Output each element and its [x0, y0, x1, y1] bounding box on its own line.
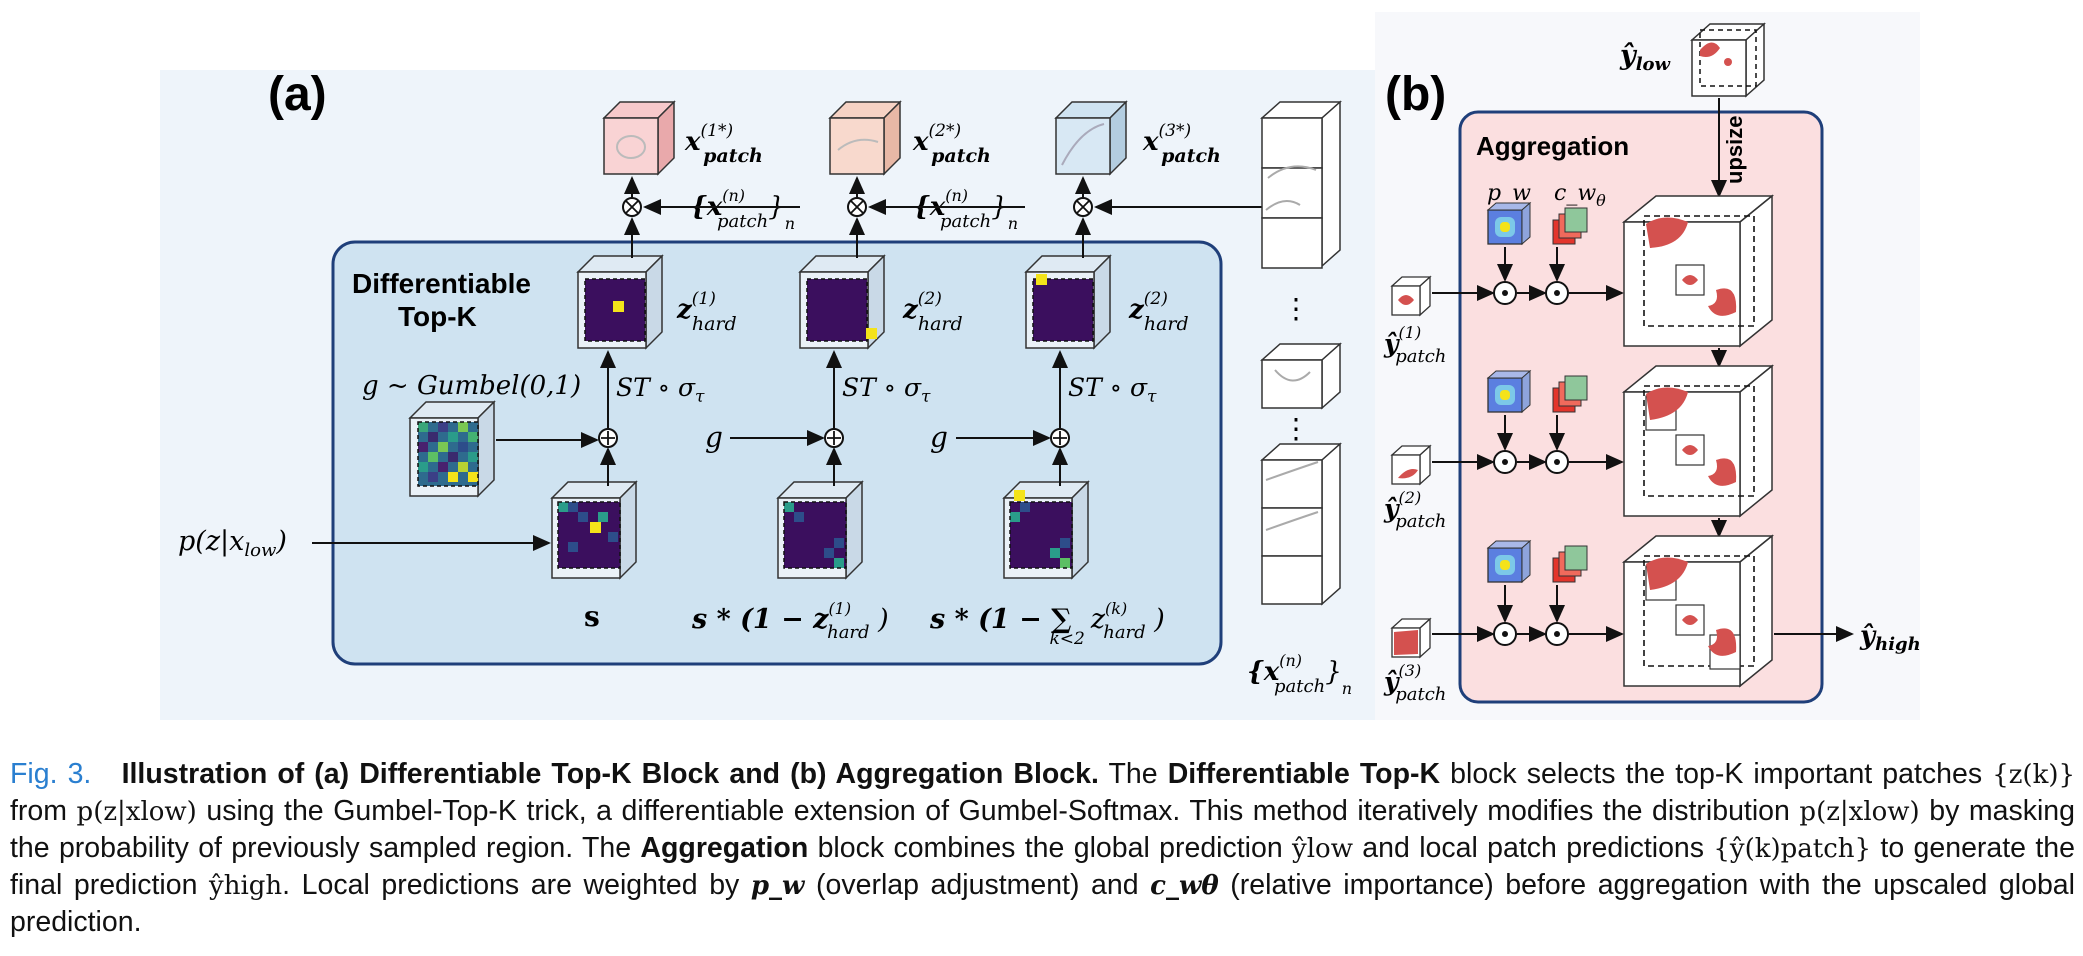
pw-weight-cube-3 — [1486, 539, 1532, 584]
y-patch-label-2: ŷ(2) patch — [1383, 488, 1446, 532]
s-cube-3 — [1002, 480, 1090, 580]
s-cube-2 — [776, 480, 864, 580]
pw-label: p_w — [1487, 181, 1531, 206]
caption-text-5: by masking the probability of previously… — [10, 795, 2076, 864]
caption-math-4: ŷlow — [1292, 834, 1353, 864]
stack-dots-1: ⋮ — [1282, 292, 1310, 325]
multiply-icon-2 — [850, 200, 864, 214]
caption-bold-1: Differentiable Top-K — [1167, 758, 1441, 790]
topk-title-line1: Differentiable — [352, 268, 531, 299]
s-expr-2: s * (1 − ∑ k<2z(k) hard ) — [929, 599, 1165, 649]
caption-fig-label: Fig. 3. — [10, 758, 92, 790]
x-patch-cube-2 — [828, 100, 902, 176]
z-hard-cube-1 — [576, 254, 664, 350]
caption-bold-2: Aggregation — [640, 832, 809, 864]
g-label-3: g — [930, 421, 948, 454]
caption-text-1: The — [1098, 758, 1168, 790]
plus-icon-1 — [601, 431, 615, 445]
cw-weight-cube-3 — [1552, 545, 1588, 583]
g-label-2: g — [705, 421, 723, 454]
y-high-label: ŷhigh — [1859, 621, 1921, 655]
caption-text-6: block combines the global prediction — [808, 832, 1293, 864]
upsize-label: upsize — [1722, 116, 1747, 184]
y-patch-label-1: ŷ(1) patch — [1383, 323, 1446, 367]
pw-weight-cube-1 — [1486, 201, 1532, 246]
z-hard-label-1: z(1) hard — [676, 289, 737, 335]
caption-math-2: p(z|xlow) — [76, 797, 197, 827]
caption-math-7: p_w — [750, 871, 805, 901]
x-patch-label-2: x(2*) patch — [912, 121, 991, 167]
pw-weight-cube-2 — [1486, 369, 1532, 414]
z-hard-label-2: z(2) hard — [902, 289, 963, 335]
x-patch-label-3: x(3*) patch — [1142, 121, 1221, 167]
cw-weight-cube-1 — [1552, 207, 1588, 245]
caption-text-11: (relative importance) before aggregation… — [10, 869, 2075, 938]
aggregation-volume-1 — [1621, 194, 1775, 348]
y-patch-label-3: ŷ(3) patch — [1383, 661, 1446, 705]
caption-math-3: p(z|xlow) — [1799, 797, 1920, 827]
st-sigma-label-3: ST ∘ στ — [1068, 373, 1157, 407]
z-hard-cube-3 — [1024, 254, 1112, 350]
multiply-icon-3 — [1076, 200, 1090, 214]
caption-text-3: from — [10, 795, 77, 827]
st-sigma-label-1: ST ∘ στ — [616, 373, 705, 407]
panel-a-label: (a) — [268, 68, 327, 121]
s-expr-1: s * (1 − z(1) hard ) — [691, 599, 889, 643]
multiply-icon-1 — [625, 200, 639, 214]
caption-title: Illustration of (a) Differentiable Top-K… — [121, 758, 1099, 790]
cw-label: c_wθ — [1554, 181, 1606, 210]
gumbel-noise-cube — [408, 400, 496, 498]
caption-math-6: ŷhigh — [209, 871, 283, 901]
caption-math-1: {z(k)} — [1992, 760, 2076, 790]
caption-math-8: c_wθ — [1150, 871, 1219, 901]
z-hard-label-3: z(2) hard — [1128, 289, 1189, 335]
y-patch-cube-1 — [1390, 275, 1432, 317]
plus-icon-3 — [1053, 431, 1067, 445]
caption-math-5: {ŷ(k)patch} — [1713, 834, 1872, 864]
odot-cw-3-center — [1554, 631, 1560, 637]
xn-label-1: {x(n) patch}n — [690, 186, 795, 233]
xn-stack-label: {x(n) patch}n — [1247, 651, 1352, 698]
z-hard-cube-2 — [798, 254, 886, 350]
caption-text-8: to generate the final prediction — [10, 832, 2075, 901]
caption-text-4: using the Gumbel-Top-K trick, a differen… — [196, 795, 1800, 827]
patch-stack: ⋮ ⋮ — [1260, 100, 1342, 606]
x-patch-label-1: x(1*) patch — [684, 121, 763, 167]
odot-pw-1-center — [1502, 290, 1508, 296]
odot-pw-2-center — [1502, 459, 1508, 465]
caption-text-9: . Local predictions are weighted by — [282, 869, 751, 901]
y-low-label: ŷlow — [1619, 40, 1672, 75]
s-label: s — [584, 600, 600, 633]
figure-caption: Fig. 3. Illustration of (a) Differentiab… — [10, 756, 2075, 940]
stack-dots-2: ⋮ — [1282, 412, 1310, 445]
plus-icon-2 — [827, 431, 841, 445]
aggregation-volume-2 — [1621, 364, 1775, 518]
caption-text-10: (overlap adjustment) and — [804, 869, 1151, 901]
cw-weight-cube-2 — [1552, 375, 1588, 413]
caption-text-7: and local patch predictions — [1352, 832, 1714, 864]
aggregation-volume-3 — [1621, 534, 1775, 688]
figure-svg: (a) (b) Differentiable Top-K x(1*) patch … — [160, 22, 1921, 720]
aggregation-title: Aggregation — [1476, 131, 1629, 161]
odot-cw-2-center — [1554, 459, 1560, 465]
odot-pw-3-center — [1502, 631, 1508, 637]
figure: (a) (b) Differentiable Top-K x(1*) patch … — [160, 22, 1921, 720]
y-patch-cube-3 — [1390, 617, 1432, 659]
caption-text-2: block selects the top-K important patche… — [1440, 758, 1993, 790]
y-low-cube — [1690, 22, 1766, 98]
st-sigma-label-2: ST ∘ στ — [842, 373, 931, 407]
gumbel-label: g ~ Gumbel(0,1) — [362, 371, 581, 401]
input-label: p(z|xlow) — [178, 526, 287, 561]
panel-b-label: (b) — [1385, 68, 1446, 121]
x-patch-cube-1 — [602, 100, 676, 176]
topk-title-line2: Top-K — [398, 301, 477, 332]
y-patch-cube-2 — [1390, 444, 1432, 486]
odot-cw-1-center — [1554, 290, 1560, 296]
x-patch-cube-3 — [1054, 100, 1128, 176]
s-cube-1 — [550, 480, 638, 580]
